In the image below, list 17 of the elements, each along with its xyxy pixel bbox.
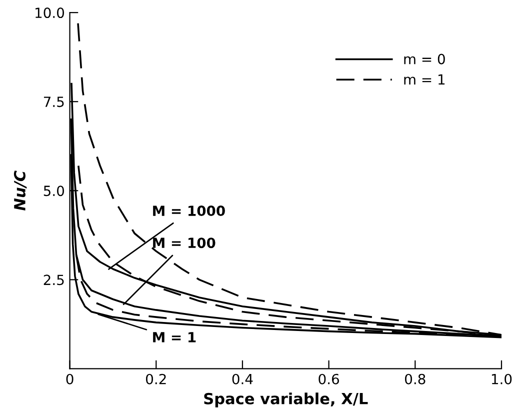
annotation: M = 100 [153, 238, 216, 248]
legend-label: m = 1 [404, 74, 445, 84]
legend-label: m = 0 [404, 54, 445, 64]
y-axis-title: Nu/C [14, 170, 27, 211]
x-tick-label: 0.2 [146, 374, 166, 384]
x-tick-label: 0 [66, 374, 74, 384]
annotation: M = 1 [153, 332, 196, 342]
x-tick-label: 0.8 [405, 374, 426, 384]
x-axis-title: Space variable, X/L [204, 392, 368, 408]
y-tick-label: 5.0 [44, 186, 64, 196]
x-tick-label: 1.0 [492, 374, 512, 384]
y-tick-label: 2.5 [44, 274, 64, 286]
y-tick-label: 7.5 [44, 96, 64, 108]
x-tick-label: 0.4 [232, 374, 253, 384]
y-tick-label: 10.0 [36, 8, 64, 18]
annotation: M = 1000 [153, 206, 225, 216]
x-tick-label: 0.6 [318, 374, 339, 384]
